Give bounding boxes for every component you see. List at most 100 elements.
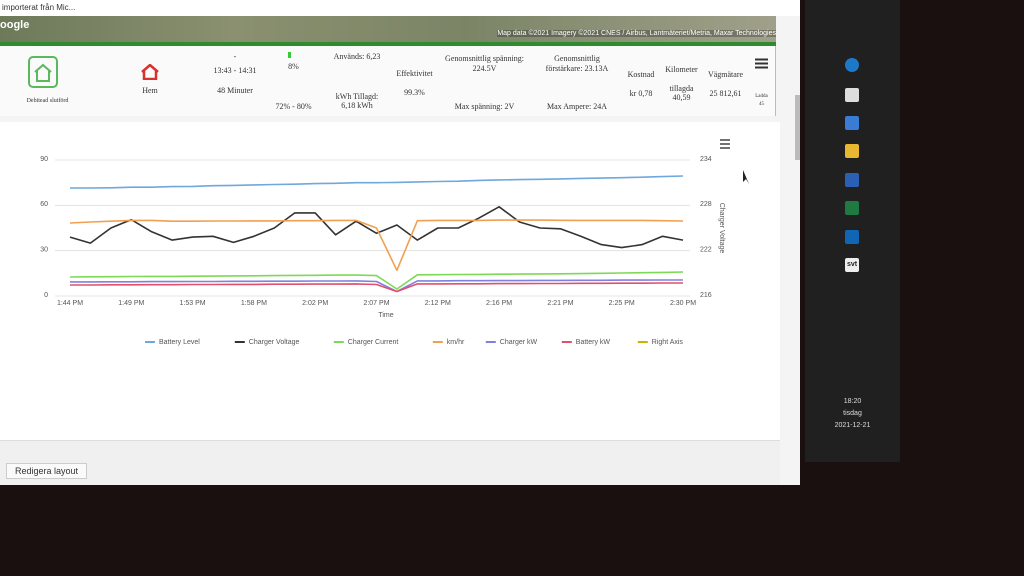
x-tick-label: 2:30 PM xyxy=(670,300,696,307)
map: oogle Map data ©2021 Imagery ©2021 CNES … xyxy=(0,16,776,46)
charger-icon xyxy=(28,56,58,88)
legend-label: Right Axis xyxy=(652,339,684,346)
x-tick-label: 2:07 PM xyxy=(363,300,389,307)
x-tick-label: 1:49 PM xyxy=(118,300,144,307)
tab-title[interactable]: importerat från Mic... xyxy=(2,3,76,12)
stat-text: 48 Minuter xyxy=(217,86,253,95)
stat-text: 25 812,61 xyxy=(709,89,742,98)
y2-tick-label: 228 xyxy=(700,201,712,208)
stat-cell: Används: 6,23 kWh Tillagd: 6,18 kWh xyxy=(322,46,393,116)
edge-icon[interactable] xyxy=(845,58,859,72)
stat-cell[interactable]: Ladda 45 xyxy=(748,46,776,116)
tab-bar: importerat från Mic... xyxy=(0,0,800,16)
stat-text: Kilometer xyxy=(665,65,698,74)
battery-bar xyxy=(288,52,291,58)
stat-text: Ladda xyxy=(755,94,768,99)
stat-text: 8% xyxy=(288,62,299,71)
series-line xyxy=(69,219,684,272)
stat-text: Effektivitet xyxy=(396,69,433,78)
stat-text: Genomsnittlig xyxy=(554,54,600,63)
stat-cell: - 13:43 - 14:31 48 Minuter xyxy=(205,46,266,116)
chart-panel xyxy=(0,122,780,440)
y-tick-label: 30 xyxy=(40,247,48,254)
legend-label: Charger Voltage xyxy=(249,339,300,346)
scrollbar[interactable] xyxy=(795,95,800,160)
menu-icon[interactable] xyxy=(755,58,768,69)
stat-text: 13:43 - 14:31 xyxy=(213,66,257,75)
x-tick-label: 2:02 PM xyxy=(302,300,328,307)
x-tick-label: 1:58 PM xyxy=(241,300,267,307)
series-line xyxy=(70,282,683,293)
stat-text: Max Ampere: 24A xyxy=(547,102,607,111)
legend-label: km/hr xyxy=(447,339,465,346)
y2-tick-label: 222 xyxy=(700,247,712,254)
clock-time[interactable]: 18:20 xyxy=(843,398,862,405)
stat-text: Används: 6,23 xyxy=(333,52,381,61)
stat-cell: Kilometer tillagda 40,59 xyxy=(660,46,704,116)
stat-text: Vägmätare xyxy=(707,70,744,79)
chart: Time Charger Voltage 0 30 60 90 216 222 228 234… xyxy=(40,139,749,346)
x-tick-label: 2:16 PM xyxy=(486,300,512,307)
stat-text: - xyxy=(233,52,237,61)
legend-label: Charger Current xyxy=(348,339,399,346)
stat-text: 40,59 xyxy=(672,93,691,102)
stat-cell: Effektivitet 99.3% xyxy=(392,46,438,116)
taskbar: svt 18:20 tisdag 2021-12-21 xyxy=(805,0,900,462)
x-axis-label: Time xyxy=(378,312,393,319)
stat-text: Kostnad xyxy=(627,70,655,79)
stat-cell: Genomsnittlig förstärkare: 23.13A Max Am… xyxy=(532,46,623,116)
stat-text: 99.3% xyxy=(404,88,425,97)
series-line xyxy=(69,206,684,249)
stat-text: 45 xyxy=(759,102,764,107)
calculator-icon[interactable] xyxy=(845,116,859,130)
clock-date[interactable]: 2021-12-21 xyxy=(834,422,871,429)
stat-cell: Vägmätare 25 812,61 xyxy=(703,46,749,116)
stat-text: 224.5V xyxy=(472,64,497,73)
stat-cell: Debitead slutförd xyxy=(0,46,96,116)
home-icon xyxy=(141,64,159,80)
map-attribution: Map data ©2021 Imagery ©2021 CNES / Airb… xyxy=(497,30,776,37)
x-tick-label: 1:44 PM xyxy=(57,300,83,307)
y-tick-label: 0 xyxy=(44,292,48,299)
series-line xyxy=(70,279,683,293)
stat-text: tillagda xyxy=(669,84,694,93)
stat-cell: 8% 72% - 80% xyxy=(265,46,323,116)
map-logo: oogle xyxy=(0,19,30,31)
y-tick-label: 90 xyxy=(40,156,48,163)
x-tick-label: 2:25 PM xyxy=(609,300,635,307)
cursor xyxy=(743,170,749,184)
word-icon[interactable] xyxy=(845,173,859,187)
stat-cell: Kostnad kr 0,78 xyxy=(622,46,661,116)
stat-cell: Genomsnittlig spänning: 224.5V Max spänn… xyxy=(437,46,533,116)
svt-icon[interactable]: svt xyxy=(845,258,859,272)
edit-layout-button[interactable]: Redigera layout xyxy=(6,463,88,479)
stat-cell[interactable]: Hem xyxy=(95,46,206,116)
legend-label: Battery kW xyxy=(576,339,611,346)
store-icon[interactable] xyxy=(845,88,859,102)
chart-menu[interactable] xyxy=(720,139,730,149)
stat-text: 72% - 80% xyxy=(275,102,312,111)
series-line xyxy=(69,271,684,290)
x-tick-label: 2:12 PM xyxy=(425,300,451,307)
stat-text: kWh Tillagd: xyxy=(335,92,379,101)
explorer-icon[interactable] xyxy=(845,144,859,158)
x-tick-label: 2:21 PM xyxy=(547,300,573,307)
stat-text: förstärkare: 23.13A xyxy=(545,64,609,73)
stat-text: kr 0,78 xyxy=(629,89,653,98)
stat-text: 6,18 kWh xyxy=(341,101,373,110)
stat-text: Hem xyxy=(142,86,158,95)
y2-tick-label: 216 xyxy=(700,292,712,299)
outlook-icon[interactable] xyxy=(845,230,859,244)
clock-day[interactable]: tisdag xyxy=(843,410,862,417)
excel-icon[interactable] xyxy=(845,201,859,215)
stat-text: Debitead slutförd xyxy=(26,98,69,104)
stat-text: Genomsnittlig spänning: xyxy=(445,54,524,63)
stat-text: Max spänning: 2V xyxy=(454,102,515,111)
footer: Redigera layout xyxy=(0,440,780,485)
legend-label: Battery Level xyxy=(159,339,200,346)
series-line xyxy=(70,175,684,189)
y-tick-label: 60 xyxy=(40,201,48,208)
legend-label: Charger kW xyxy=(500,339,538,346)
y2-axis-label: Charger Voltage xyxy=(718,203,725,254)
